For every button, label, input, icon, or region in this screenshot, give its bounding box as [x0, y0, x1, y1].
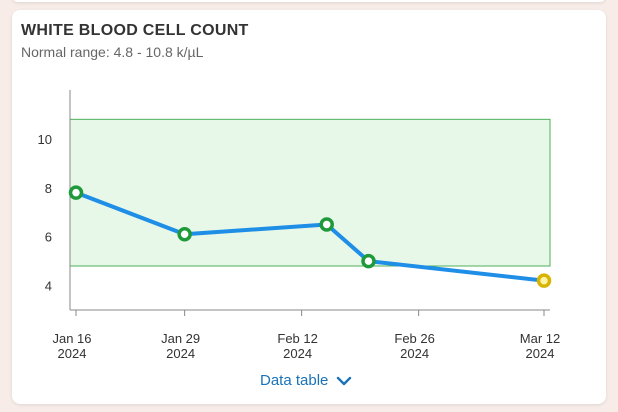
previous-card-edge	[12, 0, 606, 2]
data-table-toggle[interactable]: Data table	[260, 372, 352, 389]
y-tick-label: 6	[45, 230, 52, 245]
x-tick-year-label: 2024	[166, 346, 195, 361]
x-tick-label: Feb 26	[394, 331, 434, 346]
data-point	[319, 217, 334, 232]
y-tick-label: 4	[45, 279, 52, 294]
y-tick-label: 8	[45, 181, 52, 196]
x-tick-label: Jan 16	[52, 331, 91, 346]
normal-range-subtitle: Normal range: 4.8 - 10.8 k/µL	[21, 44, 204, 60]
x-tick-year-label: 2024	[283, 346, 312, 361]
x-tick-label: Jan 29	[161, 331, 200, 346]
data-table-label: Data table	[260, 372, 329, 389]
chevron-down-icon	[337, 376, 352, 385]
y-tick-label: 10	[38, 132, 52, 147]
x-tick-year-label: 2024	[526, 346, 555, 361]
x-tick-label: Mar 12	[520, 331, 560, 346]
data-point-low	[536, 273, 552, 288]
x-tick-label: Feb 12	[277, 331, 317, 346]
card-title: WHITE BLOOD CELL COUNT	[21, 22, 249, 39]
data-point	[68, 185, 84, 200]
x-tick-year-label: 2024	[400, 346, 429, 361]
wbc-chart-card: WHITE BLOOD CELL COUNT Normal range: 4.8…	[12, 10, 606, 404]
data-point	[361, 253, 376, 269]
data-point	[177, 226, 192, 242]
normal-range-band	[69, 118, 551, 267]
x-tick-year-label: 2024	[58, 346, 87, 361]
